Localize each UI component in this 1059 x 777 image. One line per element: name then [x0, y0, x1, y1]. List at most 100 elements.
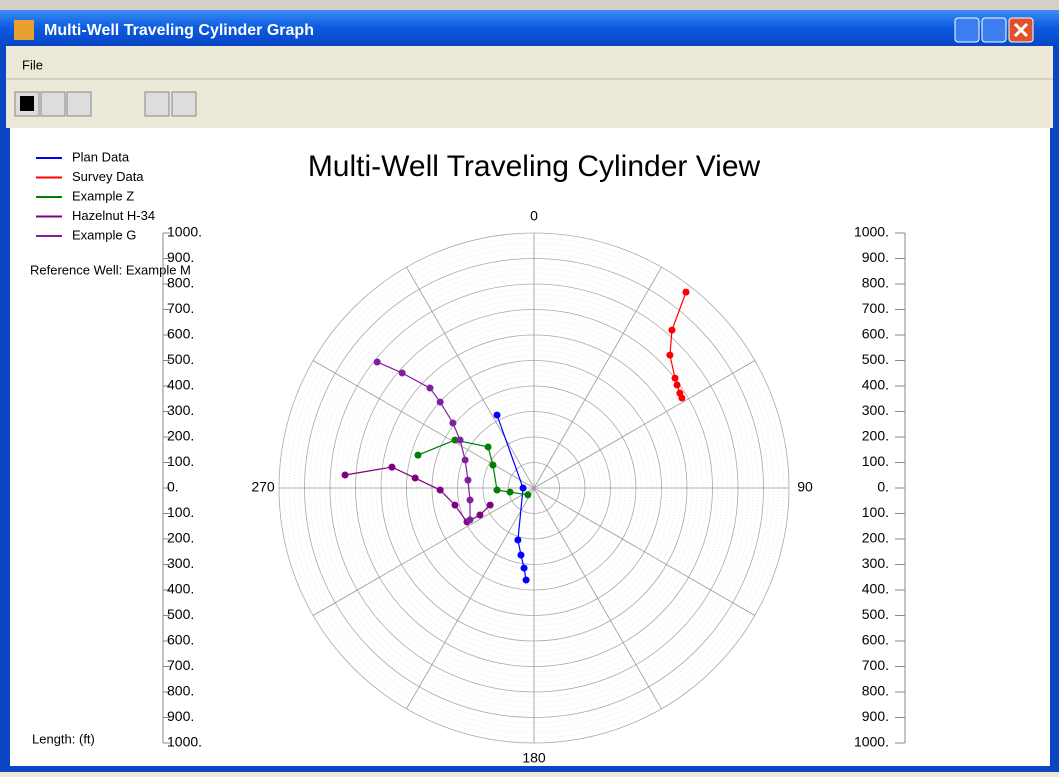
- data-point: [451, 501, 459, 509]
- data-point: [466, 516, 474, 524]
- data-point: [520, 564, 528, 572]
- y2-tick-label: 500.: [862, 351, 889, 367]
- properties-button[interactable]: [171, 91, 197, 117]
- y2-tick-label: 600.: [862, 632, 889, 648]
- legend-label: Plan Data: [72, 149, 130, 164]
- data-point: [373, 358, 381, 366]
- y-tick-label: 500.: [167, 351, 194, 367]
- angle-tick-label: 180: [522, 750, 546, 766]
- y-tick-label: 300.: [167, 402, 194, 418]
- y2-tick-label: 1000.: [854, 734, 889, 750]
- data-point: [514, 536, 522, 544]
- y-tick-label: 500.: [167, 606, 194, 622]
- data-point: [673, 381, 681, 389]
- y2-tick-label: 200.: [862, 530, 889, 546]
- data-point: [476, 511, 484, 519]
- menu-item[interactable]: File: [22, 57, 43, 72]
- y-tick-label: 600.: [167, 632, 194, 648]
- angle-tick-label: 90: [797, 479, 813, 495]
- y-tick-label: 900.: [167, 249, 194, 265]
- data-point: [398, 369, 406, 377]
- reference-label: Reference Well: Example M: [30, 262, 191, 277]
- data-point: [522, 576, 530, 584]
- close-icon: [1013, 22, 1029, 38]
- data-point: [466, 496, 474, 504]
- undo-button[interactable]: [144, 91, 170, 117]
- copy-button[interactable]: [40, 91, 66, 117]
- data-point: [524, 491, 532, 499]
- data-point: [671, 374, 679, 382]
- data-point: [341, 471, 349, 479]
- y2-tick-label: 500.: [862, 606, 889, 622]
- data-point: [388, 463, 396, 471]
- chart-title: Multi-Well Traveling Cylinder View: [308, 150, 761, 183]
- y2-tick-label: 700.: [862, 300, 889, 316]
- legend-label: Example G: [72, 227, 136, 242]
- y2-tick-label: 400.: [862, 581, 889, 597]
- data-point: [519, 484, 527, 492]
- y-tick-label: 700.: [167, 300, 194, 316]
- y-tick-label: 400.: [167, 377, 194, 393]
- legend-label: Hazelnut H-34: [72, 208, 155, 223]
- data-point: [451, 436, 459, 444]
- chart: Multi-Well Traveling Cylinder View Refer…: [30, 149, 906, 766]
- data-point: [517, 551, 525, 559]
- spoke: [312, 487, 535, 616]
- save-icon: [20, 96, 34, 111]
- spoke: [312, 360, 535, 489]
- y-tick-label: 0.: [167, 479, 179, 495]
- angle-tick-label: 270: [251, 479, 275, 495]
- y2-tick-label: 900.: [862, 249, 889, 265]
- y-tick-label: 1000.: [167, 734, 202, 750]
- y-tick-label: 200.: [167, 428, 194, 444]
- y2-tick-label: 600.: [862, 326, 889, 342]
- data-point: [682, 288, 690, 296]
- data-point: [668, 326, 676, 334]
- print-button[interactable]: [66, 91, 92, 117]
- data-point: [461, 456, 469, 464]
- data-point: [493, 411, 501, 419]
- background-strip: [0, 0, 1059, 10]
- y-tick-label: 600.: [167, 326, 194, 342]
- y-tick-label: 800.: [167, 683, 194, 699]
- data-point: [449, 419, 457, 427]
- data-point: [484, 443, 492, 451]
- y2-tick-label: 300.: [862, 555, 889, 571]
- window-title: Multi-Well Traveling Cylinder Graph: [44, 22, 314, 39]
- chart-area: [10, 128, 1050, 766]
- data-point: [493, 486, 501, 494]
- y-tick-label: 400.: [167, 581, 194, 597]
- y-tick-label: 200.: [167, 530, 194, 546]
- spoke: [533, 487, 662, 710]
- data-point: [486, 501, 494, 509]
- y2-tick-label: 100.: [862, 504, 889, 520]
- y2-tick-label: 400.: [862, 377, 889, 393]
- y2-tick-label: 800.: [862, 683, 889, 699]
- angle-tick-label: 0: [530, 208, 538, 224]
- maximize-button[interactable]: [981, 17, 1007, 43]
- minimize-button[interactable]: [954, 17, 980, 43]
- data-point: [489, 461, 497, 469]
- spoke: [533, 487, 756, 616]
- data-point: [426, 384, 434, 392]
- legend-label: Example Z: [72, 188, 134, 203]
- data-point: [666, 351, 674, 359]
- data-point: [411, 474, 419, 482]
- y2-tick-label: 200.: [862, 428, 889, 444]
- app-icon: [14, 20, 34, 40]
- toolbar: [14, 91, 197, 117]
- length-label: Length: (ft): [32, 731, 95, 746]
- data-point: [506, 488, 514, 496]
- y2-tick-label: 0.: [877, 479, 889, 495]
- legend-label: Survey Data: [72, 169, 144, 184]
- y2-tick-label: 800.: [862, 275, 889, 291]
- y2-tick-label: 1000.: [854, 224, 889, 240]
- title-bar: [0, 10, 1059, 46]
- y-tick-label: 100.: [167, 504, 194, 520]
- spoke: [406, 266, 535, 489]
- data-point: [456, 436, 464, 444]
- spoke: [533, 360, 756, 489]
- data-point: [464, 476, 472, 484]
- y-tick-label: 700.: [167, 657, 194, 673]
